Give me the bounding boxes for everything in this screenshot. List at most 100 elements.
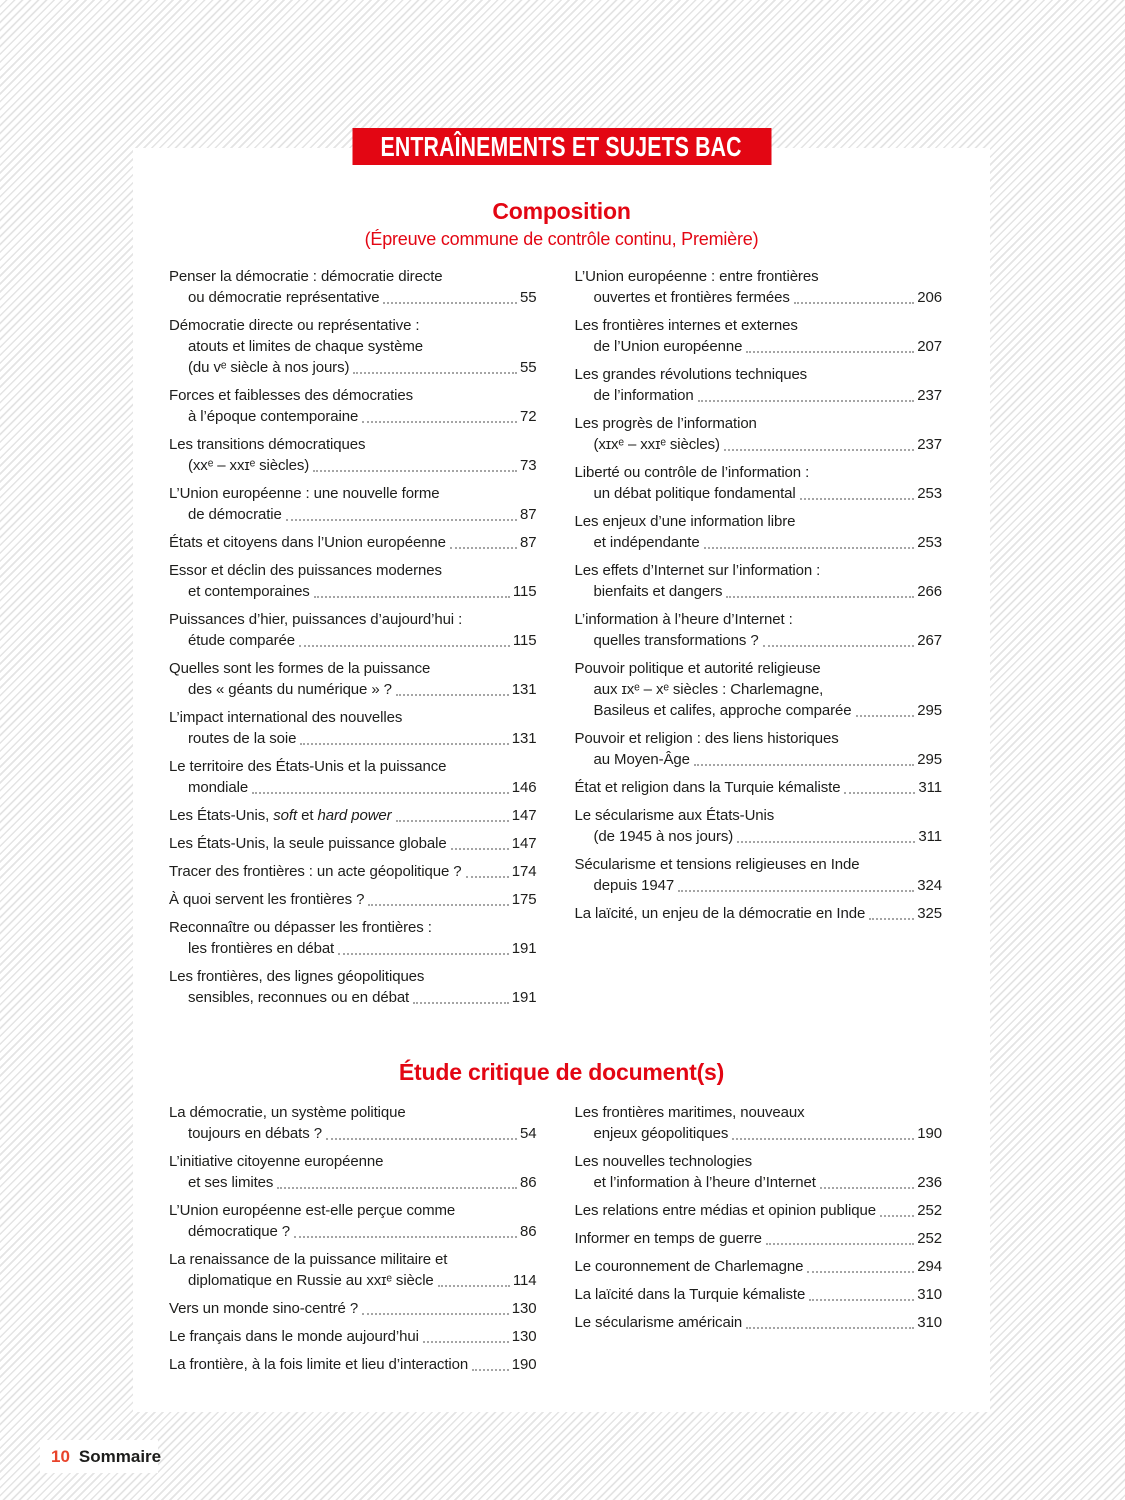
toc-entry: Les progrès de l’information (xɪxᵉ – xxɪᵉ…: [575, 413, 943, 455]
entry-line: étude comparée 115: [169, 630, 537, 651]
leader-dots: [737, 841, 916, 843]
entry-text: routes de la soie: [188, 730, 297, 747]
entry-text: Penser la démocratie : démocratie direct…: [169, 268, 443, 285]
leader-dots: [472, 1369, 509, 1371]
entry-text: Sécularisme et tensions religieuses en I…: [574, 856, 860, 873]
toc-entry: Le sécularisme aux États-Unis (de 1945 à …: [575, 805, 943, 847]
entry-line: À quoi servent les frontières ? 175: [169, 889, 537, 910]
entry-page-number: 115: [512, 583, 537, 600]
toc-entry: Le sécularisme américain 310: [575, 1312, 943, 1333]
entry-page-number: 147: [511, 807, 537, 824]
entry-line: de l’Union européenne 207: [575, 336, 943, 357]
entry-line: (xxᵉ – xxɪᵉ siècles) 73: [169, 455, 537, 476]
toc-entry: Informer en temps de guerre 252: [575, 1228, 943, 1249]
entry-text: Reconnaître ou dépasser les frontières :: [169, 919, 432, 936]
leader-dots: [723, 449, 915, 451]
entry-line: État et religion dans la Turquie kémalis…: [575, 777, 943, 798]
leader-dots: [465, 876, 509, 878]
entry-page-number: 253: [917, 485, 942, 502]
toc-entry: Penser la démocratie : démocratie direct…: [169, 266, 537, 308]
entry-text: (xxᵉ – xxɪᵉ siècles): [188, 457, 310, 474]
entry-text: L’Union européenne : une nouvelle forme: [169, 485, 440, 502]
entry-line: Le sécularisme américain 310: [575, 1312, 943, 1333]
toc-entry: La frontière, à la fois limite et lieu d…: [169, 1354, 537, 1375]
toc-entry: L’information à l’heure d’Internet : quel…: [575, 609, 943, 651]
entry-line: La démocratie, un système politique: [169, 1102, 537, 1123]
entry-line: les frontières en débat 191: [169, 938, 537, 959]
entry-page-number: 236: [917, 1174, 942, 1191]
entry-text: et indépendante: [593, 534, 700, 551]
entry-page-number: 87: [520, 534, 537, 551]
entry-page-number: 130: [511, 1300, 537, 1317]
leader-dots: [809, 1299, 915, 1301]
leader-dots: [450, 848, 509, 850]
entry-page-number: 73: [520, 457, 537, 474]
entry-text: un débat politique fondamental: [593, 485, 796, 502]
leader-dots: [325, 1138, 517, 1140]
entry-page-number: 190: [511, 1356, 537, 1373]
entry-line: ouvertes et frontières fermées 206: [575, 287, 943, 308]
entry-text: Les relations entre médias et opinion pu…: [574, 1202, 877, 1219]
entry-line: un débat politique fondamental 253: [575, 483, 943, 504]
section-title: Composition: [492, 198, 631, 224]
entry-text: La laïcité dans la Turquie kémaliste: [574, 1286, 806, 1303]
toc-entry: Les États-Unis, la seule puissance globa…: [169, 833, 537, 854]
entry-text: États et citoyens dans l’Union européenn…: [169, 534, 446, 551]
entry-text: La frontière, à la fois limite et lieu d…: [169, 1356, 469, 1373]
entry-page-number: 54: [520, 1125, 537, 1142]
entry-line: La laïcité dans la Turquie kémaliste 310: [575, 1284, 943, 1305]
footer-label: Sommaire: [78, 1446, 162, 1466]
entry-page-number: 311: [918, 779, 942, 796]
entry-text: La renaissance de la puissance militaire…: [169, 1251, 448, 1268]
entry-text: ouvertes et frontières fermées: [593, 289, 790, 306]
entry-text: Les enjeux d’une information libre: [574, 513, 796, 530]
toc-entry: La laïcité, un enjeu de la démocratie en…: [575, 903, 943, 924]
entry-line: Forces et faiblesses des démocraties: [169, 385, 537, 406]
leader-dots: [746, 1327, 915, 1329]
entry-text: Forces et faiblesses des démocraties: [169, 387, 414, 404]
section-composition: Composition (Épreuve commune de contrôle…: [133, 148, 990, 1015]
toc-entry: Le couronnement de Charlemagne 294: [575, 1256, 943, 1277]
entry-page-number: 310: [917, 1314, 942, 1331]
section-title: Étude critique de document(s): [398, 1059, 725, 1085]
entry-line: L’information à l’heure d’Internet :: [575, 609, 943, 630]
toc-entry: La démocratie, un système politique toujo…: [169, 1102, 537, 1144]
leader-dots: [277, 1187, 517, 1189]
entry-page-number: 87: [520, 506, 537, 523]
entry-line: (de 1945 à nos jours) 311: [575, 826, 943, 847]
entry-line: aux ɪxᵉ – xᵉ siècles : Charlemagne,: [575, 679, 943, 700]
toc-column: La démocratie, un système politique toujo…: [169, 1102, 537, 1382]
leader-dots: [732, 1138, 915, 1140]
entry-text: Les grandes révolutions techniques: [574, 366, 808, 383]
toc-entry: Les États-Unis, soft et hard power 147: [169, 805, 537, 826]
entry-line: Vers un monde sino-centré ? 130: [169, 1298, 537, 1319]
leader-dots: [362, 421, 517, 423]
entry-text: Les transitions démocratiques: [169, 436, 366, 453]
entry-line: des « géants du numérique » ? 131: [169, 679, 537, 700]
toc-entry: L’impact international des nouvelles rout…: [169, 707, 537, 749]
entry-text: Démocratie directe ou représentative :: [169, 317, 420, 334]
entry-line: L’impact international des nouvelles: [169, 707, 537, 728]
toc-entry: Liberté ou contrôle de l’information : un…: [575, 462, 943, 504]
toc-page: ENTRAÎNEMENTS ET SUJETS BAC Composition …: [133, 128, 990, 1412]
entry-page-number: 237: [917, 387, 942, 404]
toc-entry: Pouvoir et religion : des liens historiq…: [575, 728, 943, 770]
entry-text: Liberté ou contrôle de l’information :: [574, 464, 810, 481]
toc-entry: Puissances d’hier, puissances d’aujourd’…: [169, 609, 537, 651]
leader-dots: [313, 470, 517, 472]
toc-entry: Les frontières, des lignes géopolitiques…: [169, 966, 537, 1008]
entry-text: L’initiative citoyenne européenne: [169, 1153, 384, 1170]
entry-line: Démocratie directe ou représentative :: [169, 315, 537, 336]
entry-page-number: 131: [511, 681, 537, 698]
leader-dots: [703, 547, 915, 549]
toc-entry: Quelles sont les formes de la puissance d…: [169, 658, 537, 700]
entry-line: Les enjeux d’une information libre: [575, 511, 943, 532]
entry-page-number: 55: [520, 289, 537, 306]
toc-entry: La laïcité dans la Turquie kémaliste 310: [575, 1284, 943, 1305]
entry-line: États et citoyens dans l’Union européenn…: [169, 532, 537, 553]
entry-line: Tracer des frontières : un acte géopolit…: [169, 861, 537, 882]
entry-text: (de 1945 à nos jours): [593, 828, 734, 845]
toc-entry: Vers un monde sino-centré ? 130: [169, 1298, 537, 1319]
entry-text: À quoi servent les frontières ?: [169, 891, 365, 908]
entry-text: Vers un monde sino-centré ?: [169, 1300, 359, 1317]
